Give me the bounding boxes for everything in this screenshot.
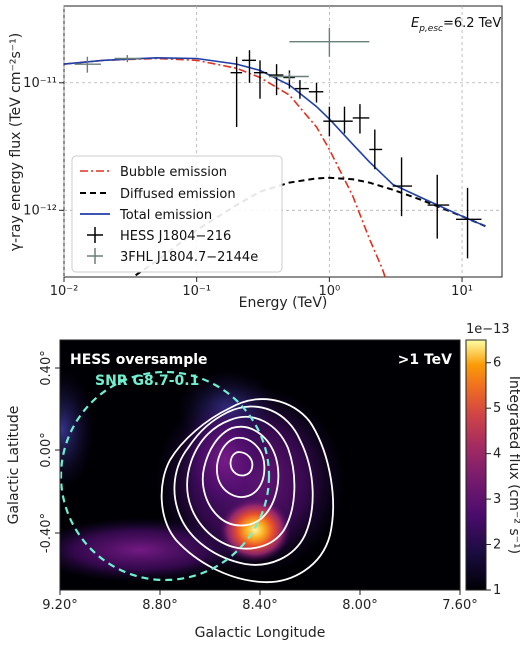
snr-label: SNR G8.7-0.1: [95, 373, 199, 389]
sed-annotation: Ep,esc=6.2 TeV: [411, 16, 501, 34]
map-tick-labels: 9.20° 8.80° 8.40° 8.00° 7.60° 0.40° 0.00° -0.40…: [39, 350, 478, 613]
data-point-hess: [427, 174, 450, 239]
data-point-hess: [323, 106, 338, 137]
data-point-hess: [253, 60, 268, 99]
colorbar-multiplier: 1e−13: [466, 322, 510, 337]
data-point-3fhl: [74, 56, 101, 73]
legend-label-bubble: Bubble emission: [120, 165, 227, 180]
data-point-hess: [369, 129, 383, 170]
snr-circle: [60, 370, 271, 582]
colorbar-ticks: 1 2 3 4 5 6: [486, 356, 501, 598]
map-x-tick-label: 8.00°: [342, 598, 377, 613]
map-x-tick-label: 8.80°: [142, 598, 177, 613]
contour-level-5: [216, 436, 266, 498]
map-panel: HESS oversample >1 TeV SNR G8.7-0.1 9.20…: [6, 322, 520, 641]
map-y-tick-label: -0.40°: [39, 513, 54, 553]
colorbar-label: Integrated flux (cm⁻² s⁻¹): [506, 376, 520, 554]
annotation-main: E: [411, 16, 420, 31]
colorbar-tick-label: 4: [493, 447, 501, 462]
contour-level-2: [173, 405, 314, 566]
sed-data-points: [74, 27, 482, 259]
map-y-tick-label: 0.00°: [39, 432, 54, 467]
data-point-3fhl: [289, 27, 370, 57]
series-line-2: [64, 56, 486, 227]
map-y-tick-label: 0.40°: [39, 350, 54, 385]
contour-level-3: [186, 415, 296, 550]
legend-label-total: Total emission: [119, 208, 212, 223]
contour-level-1: [160, 398, 334, 583]
x-tick-label: 10¹: [451, 284, 473, 299]
data-point-3fhl: [114, 55, 141, 63]
colorbar-tick-label: 3: [493, 492, 501, 507]
data-point-hess: [230, 56, 243, 128]
sed-panel: 10⁻² 10⁻¹ 10⁰ 10¹ 10⁻¹² 10⁻¹¹ Energy (TeV) γ-…: [8, 5, 503, 311]
data-point-hess: [352, 104, 370, 134]
sed-x-axis-label: Energy (TeV): [239, 295, 328, 311]
data-point-hess: [455, 187, 482, 259]
x-tick-label: 10⁻²: [50, 284, 79, 299]
flux-map: [60, 340, 460, 590]
x-tick-label: 10⁰: [318, 284, 340, 299]
map-x-tick-label: 7.60°: [442, 598, 477, 613]
map-title-left: HESS oversample: [70, 352, 208, 368]
sed-legend: Bubble emission Diffused emission Total …: [71, 155, 283, 273]
colorbar-tick-label: 1: [493, 583, 501, 598]
map-x-axis-label: Galactic Longitude: [195, 625, 326, 641]
map-hotspot: [219, 498, 291, 562]
map-title-right: >1 TeV: [398, 352, 453, 368]
y-tick-label: 10⁻¹²: [23, 203, 57, 218]
x-tick-label: 10⁻¹: [182, 284, 211, 299]
sed-y-axis-label: γ-ray energy flux (TeV cm⁻²s⁻¹): [8, 33, 24, 251]
legend-box: [71, 155, 283, 273]
map-y-axis-label: Galactic Latitude: [6, 406, 22, 525]
colorbar: [465, 339, 487, 591]
data-point-hess: [268, 64, 284, 96]
colorbar-tick-label: 6: [493, 356, 501, 371]
legend-label-3fhl: 3FHL J1804.7−2144e: [120, 250, 258, 265]
annotation-rest: =6.2 TeV: [443, 16, 501, 31]
legend-swatch-hess: [87, 227, 103, 243]
colorbar-tick-label: 2: [493, 538, 501, 553]
y-tick-label: 10⁻¹¹: [23, 76, 57, 91]
contour-level-6: [229, 451, 254, 477]
data-point-3fhl: [268, 72, 309, 81]
legend-label-hess: HESS J1804−216: [120, 229, 231, 244]
contour-level-4: [201, 425, 280, 527]
data-point-hess: [308, 82, 324, 103]
data-point-hess: [337, 106, 353, 134]
map-x-tick-label: 9.20°: [42, 598, 77, 613]
data-point-hess: [294, 80, 309, 99]
legend-label-diffused: Diffused emission: [120, 187, 236, 202]
flux-contours: [160, 398, 334, 583]
map-x-tick-label: 8.40°: [242, 598, 277, 613]
data-point-hess: [392, 157, 413, 217]
colorbar-tick-label: 5: [493, 401, 501, 416]
legend-swatch-3fhl: [87, 248, 103, 264]
sed-tick-labels: 10⁻² 10⁻¹ 10⁰ 10¹ 10⁻¹² 10⁻¹¹: [23, 76, 473, 299]
annotation-sub: p,esc: [418, 24, 443, 34]
data-point-hess: [242, 50, 257, 83]
map-blob-west: [60, 370, 94, 490]
